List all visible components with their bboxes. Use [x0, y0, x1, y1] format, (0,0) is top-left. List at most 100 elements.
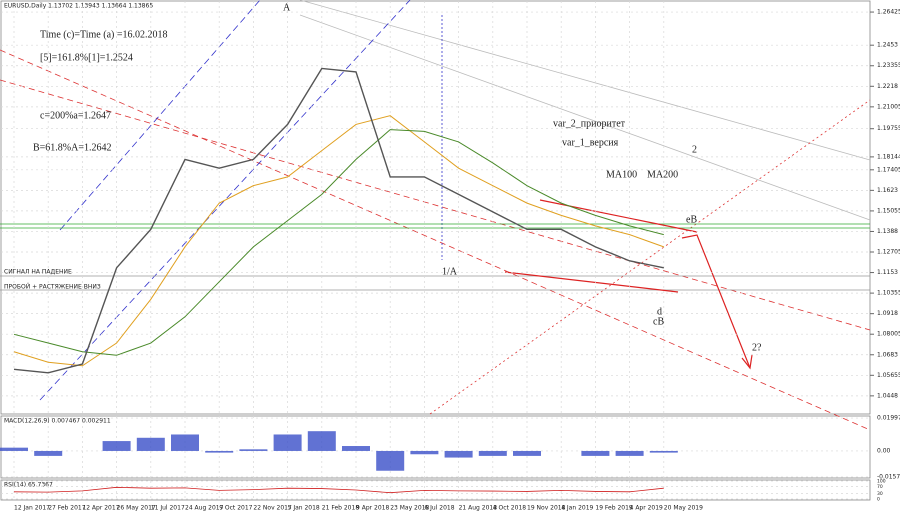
moving-average [13, 129, 664, 356]
y-tick-label: 1.0918 [877, 310, 898, 317]
y-tick-label: 1.05655 [877, 372, 900, 379]
macd-bar [410, 450, 439, 455]
x-tick-label: 22 Nov 2017 [253, 505, 292, 512]
ma-label: MA200 [647, 169, 678, 180]
x-tick-label: 4 Jan 2019 [561, 505, 593, 512]
annotation: d [657, 306, 662, 317]
y-tick-label: 1.21005 [877, 103, 900, 110]
y-tick-label: 100 [877, 479, 886, 485]
chart-title: EURUSD,Daily 1.13702 1.13943 1.13664 1.1… [4, 3, 153, 10]
x-tick-label: 24 Aug 2017 [185, 505, 224, 512]
x-tick-label: 12 Apr 2017 [82, 505, 119, 512]
macd-bar [136, 437, 165, 451]
x-tick-label: 5 Jan 2018 [288, 505, 320, 512]
y-tick-label: 0.00 [877, 447, 891, 454]
rsi-title: RSI(14) 65.7367 [4, 482, 53, 489]
macd-bar [444, 450, 473, 458]
wedge-line [504, 271, 679, 293]
x-tick-label: 26 May 2017 [117, 505, 156, 512]
y-tick-label: 1.17405 [877, 166, 900, 173]
channel-line [39, 0, 411, 401]
macd-bar [0, 447, 28, 451]
main-panel [0, 0, 871, 415]
x-tick-label: 27 Feb 2017 [48, 505, 86, 512]
x-tick-label: 19 Feb 2019 [595, 505, 633, 512]
rsi-line [13, 486, 664, 494]
annotation: B=61.8%A=1.2642 [33, 142, 112, 153]
y-tick-label: 1.19755 [877, 125, 900, 132]
price-line [13, 67, 664, 374]
rsi-panel [0, 479, 871, 501]
annotation: СИГНАЛ НА ПАДЕНИЕ [4, 269, 72, 276]
drawings [0, 0, 871, 431]
annotation: cB [653, 316, 664, 327]
y-tick-label: 1.2218 [877, 83, 898, 90]
macd-bar [342, 446, 370, 451]
macd-title: MACD(12,26,9) 0.007467 0.002911 [4, 418, 111, 425]
annotation: c=200%a=1.2647 [40, 110, 111, 121]
macd-bar [513, 450, 541, 456]
ma-label: MA100 [606, 169, 637, 180]
annotation: eB [686, 214, 697, 225]
annotation: ПРОБОЙ + РАСТЯЖЕНИЕ ВНИЗ [4, 284, 101, 291]
channel-line [429, 99, 871, 415]
x-tick-label: 9 Apr 2018 [356, 505, 389, 512]
annotation: [5]=161.8%[1]=1.2524 [40, 52, 133, 63]
y-tick-label: 1.2453 [877, 42, 898, 49]
y-tick-label: 1.0683 [877, 351, 898, 358]
y-tick-label: -0.015774 [877, 473, 900, 480]
macd-bar [581, 450, 610, 456]
macd-bar [34, 450, 63, 456]
y-tick-label: 30 [877, 491, 883, 497]
y-tick-label: 0 [877, 497, 880, 503]
y-tick-label: 0.019976 [877, 415, 900, 422]
macd-panel [0, 415, 871, 479]
x-tick-label: 12 Jan 2017 [14, 505, 50, 512]
y-tick-label: 1.18144 [877, 153, 900, 160]
macd-bar [102, 441, 131, 451]
x-tick-label: 20 May 2019 [664, 505, 703, 512]
x-tick-label: 4 Oct 2018 [493, 505, 526, 512]
y-tick-label: 1.15055 [877, 207, 900, 214]
macd-bar [478, 450, 507, 456]
y-tick-label: 1.10355 [877, 290, 900, 297]
annotation: A [283, 2, 291, 13]
moving-average [13, 115, 664, 367]
y-tick-label: 1.0448 [877, 392, 898, 399]
y-tick-label: 1.1623 [877, 187, 898, 194]
trend-line [299, 0, 871, 161]
trend-line [299, 14, 871, 221]
macd-bar [307, 431, 336, 451]
macd-bar [205, 450, 234, 453]
annotation: 1/A [442, 266, 458, 277]
annotation: 2 [692, 144, 697, 155]
y-tick-label: 1.23355 [877, 62, 900, 69]
channel-line [0, 49, 871, 431]
y-tick-label: 1.26425 [877, 9, 900, 16]
x-tick-label: 4 Apr 2019 [630, 505, 663, 512]
x-tick-label: 6 Jul 2018 [424, 505, 454, 512]
y-tick-label: 70 [877, 484, 883, 490]
y-tick-label: 1.1388 [877, 228, 898, 235]
y-tick-label: 1.12705 [877, 249, 900, 256]
x-tick-label: 19 Nov 2018 [527, 505, 566, 512]
x-tick-label: 9 Oct 2017 [219, 505, 252, 512]
annotation: var_2_приоритет [553, 118, 626, 129]
annotation: 2? [752, 342, 762, 353]
macd-bar [273, 434, 302, 451]
annotation: var_1_версия [562, 137, 619, 148]
channel-line [0, 79, 871, 331]
macd-bar [615, 450, 644, 456]
annotation: Time (c)=Time (a) =16.02.2018 [40, 29, 167, 40]
macd-bar [239, 449, 268, 451]
y-tick-label: 1.08005 [877, 331, 900, 338]
macd-bar [649, 450, 678, 453]
forecast-arrow [681, 234, 751, 369]
x-tick-label: 21 Aug 2018 [459, 505, 498, 512]
macd-bar [376, 450, 405, 471]
x-tick-label: 23 May 2018 [390, 505, 429, 512]
x-tick-label: 21 Feb 2018 [322, 505, 360, 512]
y-tick-label: 1.1153 [877, 269, 898, 276]
